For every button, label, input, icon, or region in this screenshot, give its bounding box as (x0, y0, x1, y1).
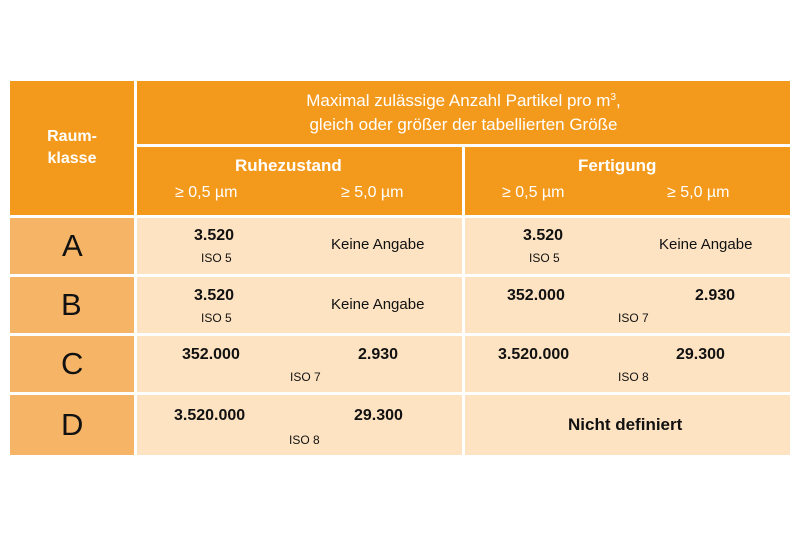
rest-cell-b: 3.520 ISO 5 Keine Angabe (137, 277, 462, 333)
rest-value-50: Keine Angabe (331, 236, 425, 253)
class-letter: B (61, 287, 82, 322)
rest-size-05: ≥ 0,5 µm (175, 184, 238, 201)
rest-value-50: 29.300 (354, 407, 403, 424)
production-value-50: Keine Angabe (659, 236, 753, 253)
class-cell-a: A (10, 218, 134, 274)
rest-group-label: Ruhezustand (235, 156, 342, 175)
class-cell-d: D (10, 395, 134, 455)
rest-size-50: ≥ 5,0 µm (341, 184, 404, 201)
rest-value-50: 2.930 (358, 346, 399, 363)
production-value-05: 352.000 (507, 287, 565, 304)
class-header-cell: Raum- klasse (10, 81, 134, 215)
class-letter: D (61, 407, 84, 442)
table-title: Maximal zulässige Anzahl Partikel pro m3… (137, 89, 790, 137)
rest-value-05: 3.520.000 (174, 407, 246, 424)
production-value-05: 3.520.000 (498, 346, 570, 363)
title-line1-end: , (616, 91, 621, 110)
title-superscript: 3 (610, 92, 617, 103)
production-cell-a: 3.520 ISO 5 Keine Angabe (465, 218, 790, 274)
class-cell-c: C (10, 336, 134, 392)
production-value-50: 29.300 (676, 346, 725, 363)
production-size-05: ≥ 0,5 µm (502, 184, 565, 201)
rest-iso: ISO 7 (290, 370, 321, 384)
production-cell-c: 3.520.000 29.300 ISO 8 (465, 336, 790, 392)
rest-header-cell: Ruhezustand ≥ 0,5 µm ≥ 5,0 µm (137, 147, 462, 215)
cleanroom-classification-table: Raum- klasse Maximal zulässige Anzahl Pa… (10, 81, 790, 455)
production-iso: ISO 8 (618, 370, 649, 384)
class-header-line2: klasse (47, 150, 97, 167)
production-group-label: Fertigung (578, 156, 657, 175)
class-letter: A (62, 228, 83, 263)
class-cell-b: B (10, 277, 134, 333)
production-header-cell: Fertigung ≥ 0,5 µm ≥ 5,0 µm (465, 147, 790, 215)
rest-iso: ISO 8 (289, 433, 320, 447)
class-header-label: Raum- klasse (10, 126, 134, 170)
class-letter: C (61, 346, 84, 381)
title-header-cell: Maximal zulässige Anzahl Partikel pro m3… (137, 81, 790, 144)
title-line2: gleich oder größer der tabellierten Größ… (309, 115, 618, 134)
production-value-50: 2.930 (695, 287, 736, 304)
rest-value-05: 3.520 (194, 287, 235, 304)
title-line1: Maximal zulässige Anzahl Partikel pro m (306, 91, 611, 110)
production-iso: ISO 7 (618, 311, 649, 325)
class-header-line1: Raum- (47, 128, 97, 145)
rest-value-05: 3.520 (194, 227, 235, 244)
rest-cell-d: 3.520.000 29.300 ISO 8 (137, 395, 462, 455)
rest-iso: ISO 5 (201, 311, 232, 325)
production-value-05: 3.520 (523, 227, 564, 244)
production-iso: ISO 5 (529, 251, 560, 265)
production-cell-d: Nicht definiert (465, 395, 790, 455)
production-cell-b: 352.000 2.930 ISO 7 (465, 277, 790, 333)
production-not-defined: Nicht definiert (568, 415, 683, 434)
production-size-50: ≥ 5,0 µm (667, 184, 730, 201)
rest-value-05: 352.000 (182, 346, 240, 363)
rest-iso: ISO 5 (201, 251, 232, 265)
rest-value-50: Keine Angabe (331, 296, 425, 313)
rest-cell-c: 352.000 2.930 ISO 7 (137, 336, 462, 392)
rest-cell-a: 3.520 ISO 5 Keine Angabe (137, 218, 462, 274)
